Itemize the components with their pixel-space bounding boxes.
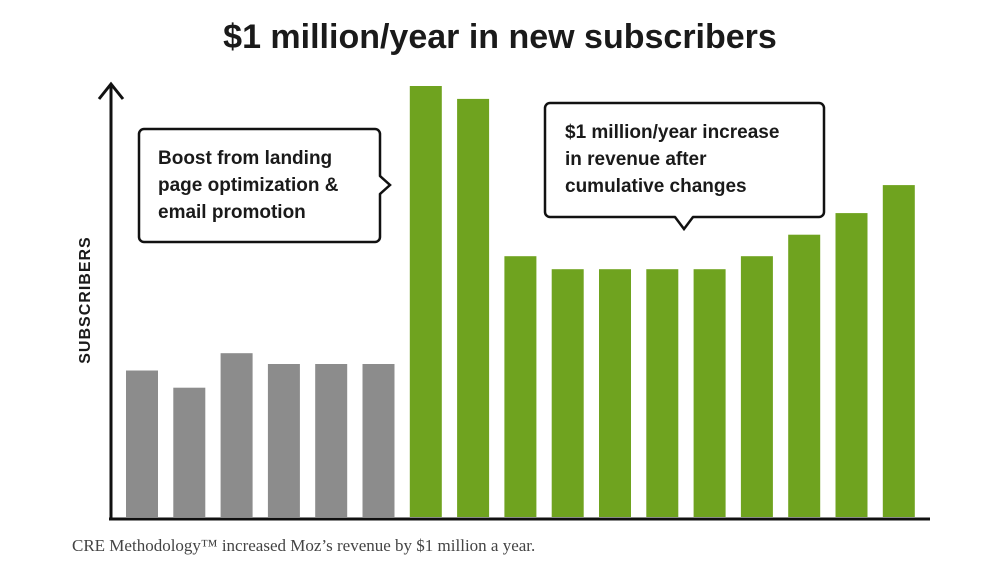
- callout-1: Boost from landing page optimization & ema…: [137, 127, 392, 244]
- callout-text-line: cumulative changes: [565, 176, 747, 197]
- bar-4: [267, 364, 300, 517]
- callout-pointer-fill: [378, 176, 390, 194]
- y-axis-arrow: [97, 81, 125, 100]
- callout-text-line: in revenue after: [565, 149, 707, 170]
- bar-14: [740, 256, 773, 517]
- callout-text-line: Boost from landing: [158, 148, 332, 169]
- callout-text-line: $1 million/year increase: [565, 122, 779, 143]
- figure-caption: CRE Methodology™ increased Moz’s revenue…: [72, 536, 536, 555]
- bars-group: [126, 86, 915, 518]
- bar-6: [362, 364, 395, 517]
- chart: $1 million/year in new subscribers SUBSC…: [77, 18, 930, 521]
- bar-5: [315, 364, 348, 517]
- bar-15: [788, 234, 821, 517]
- bar-16: [835, 213, 868, 517]
- bar-3: [220, 353, 253, 517]
- bar-2: [173, 387, 206, 517]
- bar-8: [457, 98, 490, 518]
- chart-title: $1 million/year in new subscribers: [223, 18, 777, 56]
- callout-2: $1 million/year increase in revenue after…: [543, 101, 826, 232]
- bar-17: [882, 185, 915, 517]
- bar-9: [504, 256, 537, 517]
- bar-13: [693, 269, 726, 517]
- callouts-group: Boost from landing page optimization & ema…: [137, 101, 826, 244]
- bar-7: [409, 86, 442, 517]
- y-axis-label: SUBSCRIBERS: [77, 236, 94, 363]
- bar-12: [646, 269, 679, 517]
- bar-1: [126, 370, 158, 517]
- callout-text-line: page optimization &: [158, 175, 339, 196]
- bar-11: [599, 269, 631, 517]
- callout-pointer: [674, 216, 694, 232]
- callout-pointer-fill: [675, 215, 693, 229]
- callout-text-line: email promotion: [158, 202, 306, 223]
- bar-10: [551, 269, 584, 517]
- axes-group: [97, 81, 930, 521]
- callout-pointer: [379, 175, 392, 195]
